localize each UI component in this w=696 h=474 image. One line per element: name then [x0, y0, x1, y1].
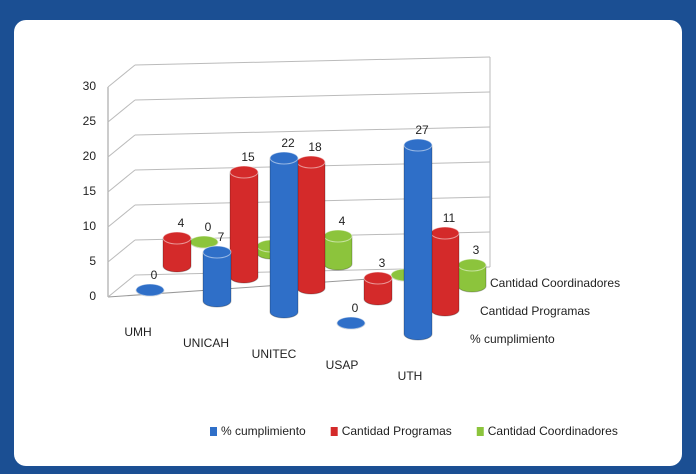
cylinder-top	[403, 138, 433, 152]
grid-line	[107, 204, 136, 228]
legend-label: Cantidad Coordinadores	[488, 424, 618, 438]
depth-label: % cumplimiento	[470, 332, 555, 346]
cylinder	[363, 271, 393, 306]
cylinder	[135, 283, 165, 297]
depth-label: Cantidad Coordinadores	[490, 276, 620, 290]
data-label: 0	[205, 220, 212, 234]
cylinder-top	[296, 155, 326, 169]
cylinder-top	[363, 271, 393, 285]
cylinder-top	[323, 229, 353, 243]
data-label: 0	[151, 268, 158, 282]
data-label: 3	[473, 243, 480, 257]
cylinder-top	[162, 231, 192, 245]
y-tick-label: 30	[83, 79, 97, 93]
cylinder-body	[269, 157, 299, 319]
x-tick-label: UMH	[124, 325, 151, 339]
cylinder-body	[162, 237, 192, 273]
grid-line	[107, 99, 136, 123]
grid-line	[107, 274, 136, 298]
x-tick-label: UNITEC	[252, 347, 297, 361]
data-label: 22	[281, 136, 295, 150]
cylinder-top	[430, 226, 460, 240]
cylinder	[296, 155, 326, 295]
grid-line	[134, 91, 491, 101]
data-label: 27	[415, 123, 429, 137]
x-tick-label: UTH	[398, 369, 423, 383]
legend-swatch	[476, 427, 484, 436]
data-label: 4	[178, 216, 185, 230]
cylinder	[162, 231, 192, 273]
cylinder-top	[269, 151, 299, 165]
grid-line	[134, 56, 491, 66]
legend-label: % cumplimiento	[221, 424, 306, 438]
cylinder-top	[336, 316, 366, 330]
x-tick-label: USAP	[326, 358, 359, 372]
data-label: 0	[352, 301, 359, 315]
cylinder-body	[403, 144, 433, 341]
cylinder-top	[229, 165, 259, 179]
data-label: 11	[443, 211, 456, 225]
cylinder-body	[202, 251, 232, 308]
cylinder-body	[430, 232, 460, 317]
y-tick-label: 15	[83, 184, 97, 198]
y-tick-label: 5	[89, 254, 96, 268]
x-tick-label: UNICAH	[183, 336, 229, 350]
y-tick-label: 0	[89, 289, 96, 303]
grid-line	[107, 64, 136, 88]
legend-label: Cantidad Programas	[342, 424, 452, 438]
cylinder-top	[135, 283, 165, 297]
cylinder	[323, 229, 353, 271]
data-label: 15	[241, 150, 255, 164]
cylinder	[229, 165, 259, 284]
legend-swatch	[210, 427, 217, 436]
grid-line	[107, 169, 136, 193]
grid-line	[134, 126, 491, 136]
cylinder-top	[457, 258, 487, 272]
cylinder-body	[363, 277, 393, 306]
y-tick-label: 20	[83, 149, 97, 163]
data-label: 18	[308, 140, 322, 154]
cylinder-top	[202, 245, 232, 259]
cylinder	[403, 138, 433, 341]
cylinder	[269, 151, 299, 319]
data-label: 3	[379, 256, 386, 270]
cylinder	[430, 226, 460, 317]
data-label: 7	[218, 230, 225, 244]
y-tick-label: 25	[83, 114, 97, 128]
grid-line	[107, 134, 136, 158]
cylinder	[457, 258, 487, 293]
depth-label: Cantidad Programas	[480, 304, 590, 318]
grid-line	[107, 239, 136, 263]
cylinder-body	[296, 161, 326, 295]
data-label: 4	[339, 214, 346, 228]
cylinder-body	[229, 171, 259, 284]
legend-swatch	[330, 427, 338, 436]
cylinder	[336, 316, 366, 330]
cylinder	[202, 245, 232, 308]
y-tick-label: 10	[83, 219, 97, 233]
